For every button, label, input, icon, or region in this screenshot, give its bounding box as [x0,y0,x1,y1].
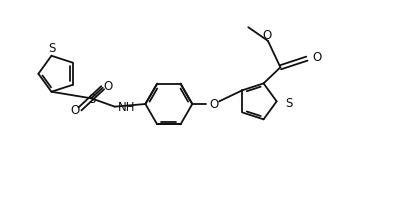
Text: O: O [312,51,321,64]
Text: S: S [49,42,56,55]
Text: NH: NH [118,100,136,114]
Text: S: S [88,93,95,106]
Text: O: O [261,29,271,42]
Text: O: O [70,104,79,117]
Text: O: O [209,98,218,110]
Text: S: S [284,97,292,110]
Text: O: O [103,80,112,93]
